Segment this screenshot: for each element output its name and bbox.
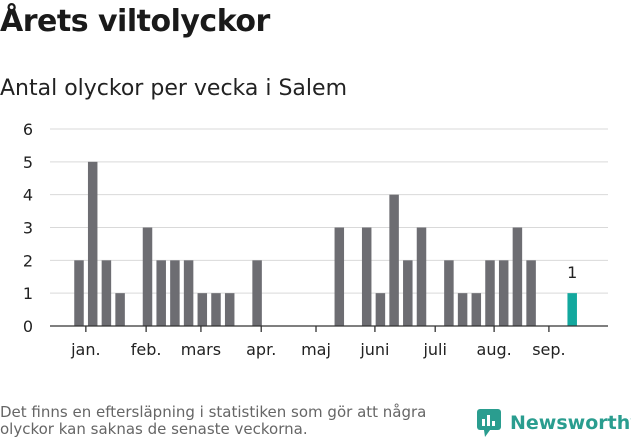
bar: [512, 227, 523, 326]
bar-chart: 1 0 1 2 3 4 5 6 jan. feb. mars apr. maj juni juli aug.…: [23, 120, 608, 359]
y-tick-label: 6: [23, 120, 33, 139]
bar: [444, 260, 454, 326]
x-tick-label: jan.: [70, 340, 100, 359]
bar: [375, 293, 386, 326]
bar: [334, 227, 345, 326]
bar: [197, 293, 208, 326]
bar: [498, 260, 509, 326]
bar-value-label: 1: [567, 263, 577, 282]
newsworthy-logo-icon: [477, 409, 501, 437]
x-tick-label: feb.: [131, 340, 162, 359]
bar: [224, 293, 235, 326]
x-tick-label: apr.: [246, 340, 276, 359]
bar: [361, 227, 372, 326]
bar: [142, 227, 153, 326]
y-tick-label: 3: [23, 219, 33, 238]
grid-lines: [50, 128, 608, 294]
bar: [115, 293, 125, 326]
x-tick-label: maj: [301, 340, 331, 359]
brand-logo[interactable]: Newsworthy: [476, 408, 631, 438]
y-tick-label: 1: [23, 284, 33, 303]
y-tick-label: 0: [23, 317, 33, 336]
bar: [389, 194, 399, 326]
chart-title: Årets viltolyckor: [0, 4, 270, 39]
x-tick-label: sep.: [532, 340, 565, 359]
y-tick-label: 5: [23, 153, 33, 172]
bar: [526, 260, 536, 326]
bars: 1: [74, 161, 577, 326]
x-tick-label: juli: [422, 340, 446, 359]
bar: [403, 260, 413, 326]
bar: [170, 260, 180, 326]
x-tick-label: aug.: [477, 340, 512, 359]
x-tick-label: mars: [181, 340, 221, 359]
bar: [416, 227, 427, 326]
chart-subtitle: Antal olyckor per vecka i Salem: [0, 76, 347, 101]
bar: [471, 293, 482, 326]
bar: [87, 161, 98, 326]
bar: [211, 293, 221, 326]
bar: [252, 260, 262, 326]
bar: [457, 293, 468, 326]
bar: [101, 260, 112, 326]
bar: [183, 260, 194, 326]
footnote: Det finns en eftersläpning i statistiken…: [0, 403, 427, 438]
bar-current-week: [567, 293, 577, 326]
brand-name: Newsworthy: [510, 412, 631, 434]
y-tick-label: 2: [23, 251, 33, 270]
bar: [74, 260, 84, 326]
axes: 0 1 2 3 4 5 6 jan. feb. mars apr. maj juni juli aug. se…: [23, 120, 608, 359]
bar: [156, 260, 166, 326]
y-tick-label: 4: [23, 186, 33, 205]
x-tick-label: juni: [359, 340, 389, 359]
bar: [485, 260, 495, 326]
